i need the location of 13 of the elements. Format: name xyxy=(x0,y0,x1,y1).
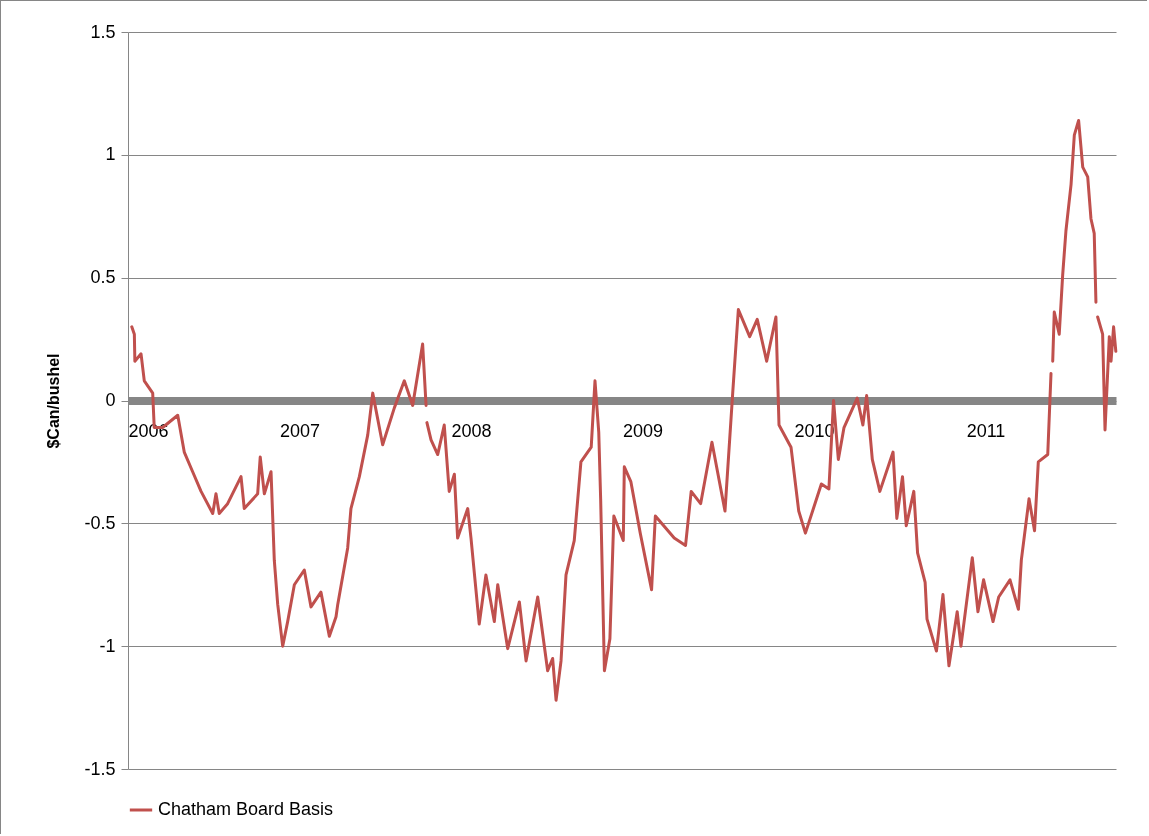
x-tick-label: 2011 xyxy=(966,421,1006,441)
x-tick-label: 2008 xyxy=(451,421,492,441)
x-tick-label: 2009 xyxy=(622,421,664,441)
y-tick-label: 1 xyxy=(105,144,116,165)
y-axis-title: $Can/bushel xyxy=(45,353,63,449)
y-tick-label: -1 xyxy=(99,635,116,656)
x-tick-label: 2007 xyxy=(279,421,321,441)
y-tick-label: 0.5 xyxy=(90,267,116,288)
y-tick-label: 1.5 xyxy=(90,21,116,42)
y-tick-label: 0 xyxy=(105,390,116,410)
legend-label: Chatham Board Basis xyxy=(158,799,334,819)
y-tick-label: -1.5 xyxy=(84,758,116,779)
y-tick-label: -0.5 xyxy=(84,512,116,533)
